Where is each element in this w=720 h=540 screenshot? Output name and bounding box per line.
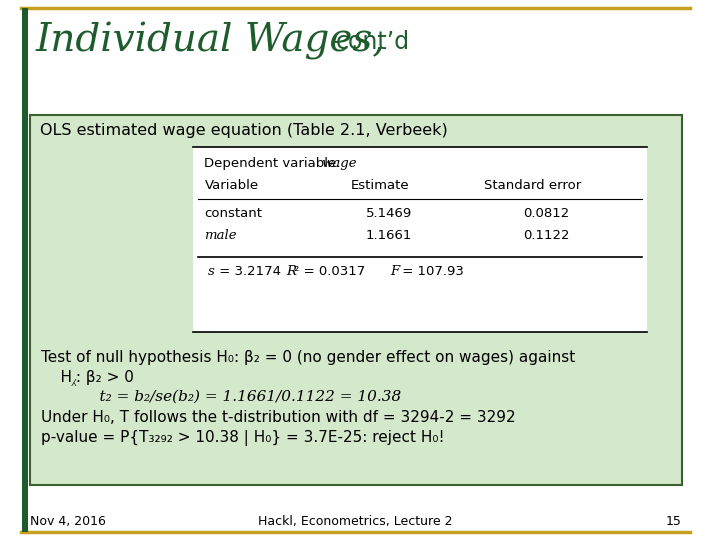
Text: p-value = P{T₃₂₉₂ > 10.38 | H₀} = 3.7E-25: reject H₀!: p-value = P{T₃₂₉₂ > 10.38 | H₀} = 3.7E-2…	[42, 430, 445, 446]
Text: OLS estimated wage equation (Table 2.1, Verbeek): OLS estimated wage equation (Table 2.1, …	[40, 123, 447, 138]
Text: wage: wage	[321, 157, 356, 170]
Text: s: s	[207, 265, 214, 278]
Text: 15: 15	[666, 515, 682, 528]
Text: Nov 4, 2016: Nov 4, 2016	[30, 515, 106, 528]
Text: = 107.93: = 107.93	[398, 265, 464, 278]
Text: cont’d: cont’d	[336, 30, 410, 54]
Text: Variable: Variable	[204, 179, 258, 192]
Text: R: R	[287, 265, 297, 278]
Text: Under H₀, T follows the t-distribution with df = 3294-2 = 3292: Under H₀, T follows the t-distribution w…	[42, 410, 516, 425]
Text: male: male	[204, 229, 237, 242]
Text: 0.0812: 0.0812	[523, 207, 570, 220]
Text: Estimate: Estimate	[351, 179, 409, 192]
Text: 5.1469: 5.1469	[366, 207, 412, 220]
Text: Dependent variable:: Dependent variable:	[204, 157, 346, 170]
Bar	[193, 147, 647, 332]
Bar	[22, 8, 27, 532]
Text: 1.1661: 1.1661	[366, 229, 412, 242]
Text: Hackl, Econometrics, Lecture 2: Hackl, Econometrics, Lecture 2	[258, 515, 453, 528]
Text: Individual Wages,: Individual Wages,	[35, 22, 385, 60]
Text: ² = 0.0317: ² = 0.0317	[294, 265, 366, 278]
Text: Test of null hypothesis H₀: β₂ = 0 (no gender effect on wages) against: Test of null hypothesis H₀: β₂ = 0 (no g…	[42, 350, 576, 365]
Text: t₂ = b₂/se(b₂) = 1.1661/0.1122 = 10.38: t₂ = b₂/se(b₂) = 1.1661/0.1122 = 10.38	[42, 390, 402, 404]
Text: constant: constant	[204, 207, 263, 220]
Text: Standard error: Standard error	[484, 179, 581, 192]
Text: F: F	[390, 265, 400, 278]
Text: 0.1122: 0.1122	[523, 229, 570, 242]
Text: H⁁: β₂ > 0: H⁁: β₂ > 0	[42, 370, 135, 386]
Bar	[30, 115, 682, 485]
Text: = 3.2174: = 3.2174	[215, 265, 282, 278]
